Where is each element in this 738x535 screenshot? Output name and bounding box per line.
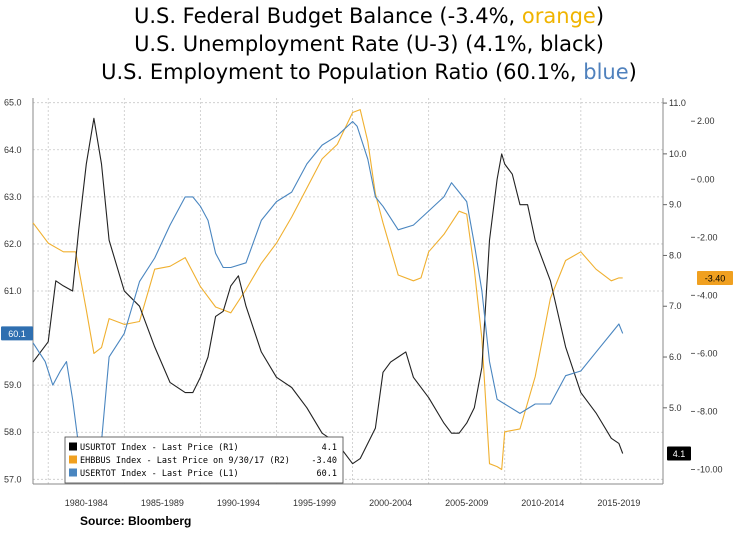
right2-tick-label: -10.00 <box>697 464 723 474</box>
left-tick-label: 64.0 <box>4 145 22 155</box>
right1-tick-label: 8.0 <box>669 250 682 260</box>
left-tick-label: 62.0 <box>4 239 22 249</box>
x-tick-label: 2015-2019 <box>597 498 640 508</box>
left-tick-label: 57.0 <box>4 474 22 484</box>
legend: USURTOT Index - Last Price (R1) 4.1 EHBBUS… <box>64 436 344 484</box>
title-3-close: ) <box>628 60 637 84</box>
title-line-3: U.S. Employment to Population Ratio (60.… <box>0 58 738 86</box>
right2-value-tag: -3.40 <box>697 270 733 285</box>
title-1-orange-word: orange <box>521 4 596 28</box>
title-1-text: U.S. Federal Budget Balance (-3.4%, <box>133 4 522 28</box>
right1-tick-label: 9.0 <box>669 200 682 210</box>
x-tick-label: 1985-1989 <box>141 498 184 508</box>
chart-titles: U.S. Federal Budget Balance (-3.4%, oran… <box>0 2 738 86</box>
right1-tick-label: 7.0 <box>669 301 682 311</box>
right1-tick-label: 10.0 <box>669 149 687 159</box>
x-tick-label: 1980-1984 <box>65 498 108 508</box>
gridlines <box>33 98 663 484</box>
right2-tick-label: -2.00 <box>697 232 718 242</box>
series-line-right2 <box>32 109 623 471</box>
left-value-tag-text: 60.1 <box>8 329 26 339</box>
left-value-tag: 60.1 <box>1 326 33 341</box>
legend-entry-label: USURTOT Index - Last Price (R1) <box>80 443 239 453</box>
legend-entry-label: USERTOT Index - Last Price (L1) <box>80 469 239 479</box>
legend-swatch <box>69 468 77 477</box>
left-tick-label: 58.0 <box>4 427 22 437</box>
plot-area <box>33 98 663 484</box>
x-tick-label: 1995-1999 <box>293 498 336 508</box>
right2-tick-label: -6.00 <box>697 348 718 358</box>
legend-entry-value: -3.40 <box>311 456 337 466</box>
series-line-right1 <box>32 117 624 465</box>
left-tick-label: 59.0 <box>4 380 22 390</box>
left-tick-label: 61.0 <box>4 286 22 296</box>
x-tick-label: 1990-1994 <box>217 498 260 508</box>
right1-value-tag-box <box>667 446 691 461</box>
title-3-blue-word: blue <box>583 60 629 84</box>
plot-background <box>33 98 663 484</box>
right1-tick-label: 6.0 <box>669 352 682 362</box>
right2-tick-label: -8.00 <box>697 406 718 416</box>
x-tick-label: 2005-2009 <box>445 498 488 508</box>
legend-box <box>64 436 344 484</box>
legend-entry-value: 4.1 <box>322 443 337 453</box>
right1-tick-label: 11.0 <box>669 98 686 108</box>
right2-tick-label: 0.00 <box>697 174 715 184</box>
legend-entry-value: 60.1 <box>317 469 337 479</box>
right1-value-tag: 4.1 <box>667 446 691 461</box>
axes: 65.0 64.0 63.0 62.0 61.0 59.0 58.0 57.0 1980-198… <box>4 98 723 508</box>
x-tick-label: 2010-2014 <box>521 498 564 508</box>
right1-tick-label: 5.0 <box>669 403 682 413</box>
right1-value-tag-text: 4.1 <box>673 449 686 459</box>
right2-value-tag-text: -3.40 <box>705 273 726 283</box>
right2-tick-label: 2.00 <box>697 116 715 126</box>
right2-value-tag-box <box>697 270 733 285</box>
title-3-text: U.S. Employment to Population Ratio (60.… <box>101 60 584 84</box>
value-tags: 60.1 4.1 -3.40 <box>1 270 733 461</box>
left-tick-label: 63.0 <box>4 192 22 202</box>
left-value-tag-box <box>1 326 33 341</box>
left-tick-label: 65.0 <box>4 98 22 108</box>
legend-entry-label: EHBBUS Index - Last Price on 9/30/17 (R2… <box>80 456 290 466</box>
x-tick-label: 2000-2004 <box>369 498 412 508</box>
source-note: Source: Bloomberg <box>80 514 192 528</box>
title-1-close: ) <box>595 4 605 28</box>
legend-swatch <box>69 442 77 451</box>
right2-tick-label: -4.00 <box>697 290 718 300</box>
title-line-1: U.S. Federal Budget Balance (-3.4%, oran… <box>0 2 738 30</box>
title-line-2: U.S. Unemployment Rate (U-3) (4.1%, blac… <box>134 32 604 56</box>
legend-swatch <box>69 455 77 464</box>
